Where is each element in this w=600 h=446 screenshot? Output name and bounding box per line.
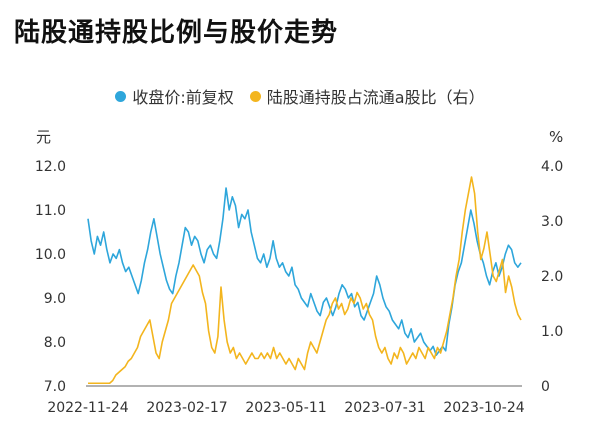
series-line-holding [88,176,522,385]
legend-dot-holding [249,90,261,102]
x-axis-ticks: 2022-11-24 2023-02-17 2023-05-11 2023-07-31… [47,400,524,416]
left-tick-label: 10.0 [35,247,66,263]
left-unit-label: 元 [36,128,51,146]
legend-item-price[interactable]: 收盘价:前复权 [115,84,234,108]
legend: 收盘价:前复权 陆股通持股占流通a股比（右） [0,84,600,108]
series-layer [87,176,522,385]
series-line-price [87,187,522,357]
x-tick-label: 2023-02-17 [146,400,227,416]
left-tick-label: 7.0 [44,379,66,395]
legend-dot-price [115,90,127,102]
right-unit-label: % [549,128,563,146]
legend-label-price: 收盘价:前复权 [132,88,234,107]
chart-title: 陆股通持股比例与股价走势 [14,18,339,48]
legend-label-holding: 陆股通持股占流通a股比（右） [266,88,485,107]
left-tick-label: 11.0 [35,203,66,219]
right-tick-label: 1.0 [541,324,563,340]
left-tick-label: 8.0 [44,335,66,351]
right-axis-ticks: 0 1.0 2.0 3.0 4.0 [541,159,563,395]
x-tick-label: 2023-07-31 [344,400,425,416]
right-tick-label: 0 [541,379,550,395]
x-tick-label: 2022-11-24 [47,400,128,416]
legend-item-holding[interactable]: 陆股通持股占流通a股比（右） [249,84,485,108]
right-tick-label: 4.0 [541,159,563,175]
right-tick-label: 3.0 [541,214,563,230]
left-axis-ticks: 7.0 8.0 9.0 10.0 11.0 12.0 [35,159,66,395]
left-tick-label: 9.0 [44,291,66,307]
right-tick-label: 2.0 [541,269,563,285]
x-tick-label: 2023-10-24 [443,400,524,416]
x-tick-label: 2023-05-11 [245,400,326,416]
left-tick-label: 12.0 [35,159,66,175]
